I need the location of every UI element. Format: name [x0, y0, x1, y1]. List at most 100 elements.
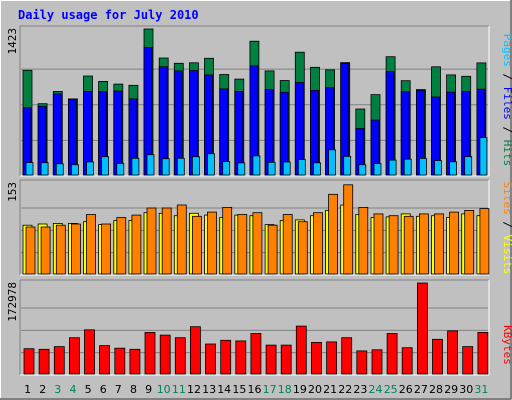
bar-pages-day-28 [434, 160, 442, 176]
bar-kbytes-day-29 [447, 330, 459, 375]
bar-pages-day-23 [358, 164, 367, 176]
x-tick-label-day-3: 3 [54, 383, 61, 396]
bar-sites-day-16 [252, 212, 263, 275]
x-tick-label-day-20: 20 [308, 383, 322, 396]
bar-sites-day-21 [328, 193, 339, 275]
bar-sites-day-18 [282, 214, 293, 275]
chart-title: Daily usage for July 2010 [18, 8, 199, 22]
x-tick-label-day-17: 17 [263, 383, 277, 396]
bar-sites-day-14 [222, 206, 233, 275]
bar-sites-day-11 [176, 204, 187, 275]
bar-sites-day-2 [40, 226, 51, 275]
bar-kbytes-day-2 [38, 348, 50, 375]
bar-files-day-3 [52, 93, 62, 176]
legend-pages: Pages [501, 34, 512, 67]
bar-kbytes-day-8 [129, 348, 141, 375]
bar-pages-day-3 [55, 163, 64, 176]
bar-sites-day-29 [449, 211, 460, 275]
bar-kbytes-day-11 [174, 337, 186, 375]
bar-sites-day-6 [101, 223, 111, 275]
bar-kbytes-day-27 [416, 282, 428, 375]
bar-sites-day-31 [479, 208, 490, 275]
bar-sites-day-20 [313, 212, 323, 275]
bar-kbytes-day-1 [23, 348, 35, 375]
bar-sites-day-28 [434, 213, 444, 275]
bar-pages-day-27 [418, 157, 427, 176]
bar-pages-day-4 [71, 164, 79, 176]
panel-legend: Pages / Files / Hits [501, 34, 512, 167]
bar-kbytes-day-7 [114, 347, 126, 375]
bar-kbytes-day-26 [401, 347, 413, 375]
bar-kbytes-day-22 [341, 337, 353, 375]
bar-sites-day-15 [237, 214, 248, 275]
bar-pages-day-15 [237, 162, 246, 176]
y-axis-max-label: 172978 [6, 282, 19, 322]
x-tick-label-day-4: 4 [70, 383, 77, 396]
bar-sites-day-9 [146, 207, 157, 275]
bar-pages-day-6 [101, 156, 109, 176]
x-tick-label-day-29: 29 [444, 383, 458, 396]
bar-kbytes-day-19 [295, 325, 307, 375]
legend-separator: / [501, 120, 512, 140]
x-tick-label-day-8: 8 [130, 383, 137, 396]
x-tick-label-day-19: 19 [293, 383, 307, 396]
x-tick-label-day-24: 24 [369, 383, 383, 396]
bar-kbytes-day-13 [205, 343, 216, 375]
x-tick-label-day-15: 15 [232, 383, 246, 396]
legend-files: Files [501, 87, 512, 120]
bar-sites-day-19 [297, 221, 308, 275]
bar-kbytes-day-16 [250, 333, 262, 375]
bar-pages-day-24 [373, 163, 382, 176]
bar-sites-day-17 [267, 224, 278, 275]
x-tick-label-day-18: 18 [278, 383, 292, 396]
bar-sites-day-4 [71, 223, 81, 275]
bar-kbytes-day-20 [311, 341, 322, 375]
bar-kbytes-day-12 [189, 326, 201, 375]
bar-pages-day-9 [146, 154, 155, 176]
bar-pages-day-2 [40, 162, 49, 176]
x-tick-label-day-6: 6 [100, 383, 107, 396]
x-tick-label-day-9: 9 [145, 383, 152, 396]
bar-kbytes-day-4 [69, 337, 80, 375]
bar-sites-day-23 [358, 206, 369, 275]
panel-2: 153 Sites / Visits [6, 179, 512, 276]
bar-pages-day-5 [86, 161, 94, 176]
bar-kbytes-day-30 [462, 346, 474, 375]
x-tick-label-day-2: 2 [39, 383, 46, 396]
bar-kbytes-day-21 [326, 341, 338, 375]
legend-visits: Visits [501, 235, 512, 275]
bar-kbytes-day-15 [235, 340, 247, 375]
x-tick-label-day-26: 26 [399, 383, 413, 396]
bar-files-day-15 [234, 91, 244, 176]
bar-sites-day-5 [86, 214, 96, 275]
bar-kbytes-day-5 [84, 329, 95, 375]
bar-kbytes-day-28 [432, 338, 443, 375]
bar-sites-day-1 [25, 226, 36, 275]
bar-sites-day-25 [388, 215, 399, 275]
bar-kbytes-day-24 [371, 349, 383, 375]
x-tick-label-day-13: 13 [202, 383, 216, 396]
bar-pages-day-12 [191, 156, 200, 176]
bar-pages-day-7 [116, 162, 125, 176]
bar-pages-day-22 [343, 155, 352, 176]
bar-sites-day-27 [418, 213, 429, 275]
bar-pages-day-26 [403, 158, 412, 176]
x-tick-label-day-5: 5 [85, 383, 92, 396]
x-tick-label-day-22: 22 [338, 383, 352, 396]
bar-kbytes-day-9 [144, 331, 156, 375]
bar-kbytes-day-3 [53, 346, 65, 375]
x-tick-label-day-30: 30 [459, 383, 473, 396]
bar-kbytes-day-25 [386, 333, 398, 375]
bar-sites-day-22 [343, 184, 354, 275]
chart-panels: 1423 Pages / Files / Hits 153 Sites / Visit… [6, 25, 512, 376]
legend-hits: Hits [501, 140, 512, 167]
x-tick-label-day-10: 10 [157, 383, 171, 396]
bar-pages-day-16 [252, 155, 261, 176]
bar-kbytes-day-31 [477, 331, 489, 375]
panel-legend: KBytes [501, 325, 512, 365]
bar-pages-day-29 [449, 161, 458, 176]
bar-pages-day-21 [328, 149, 337, 176]
bar-sites-day-3 [55, 224, 66, 275]
